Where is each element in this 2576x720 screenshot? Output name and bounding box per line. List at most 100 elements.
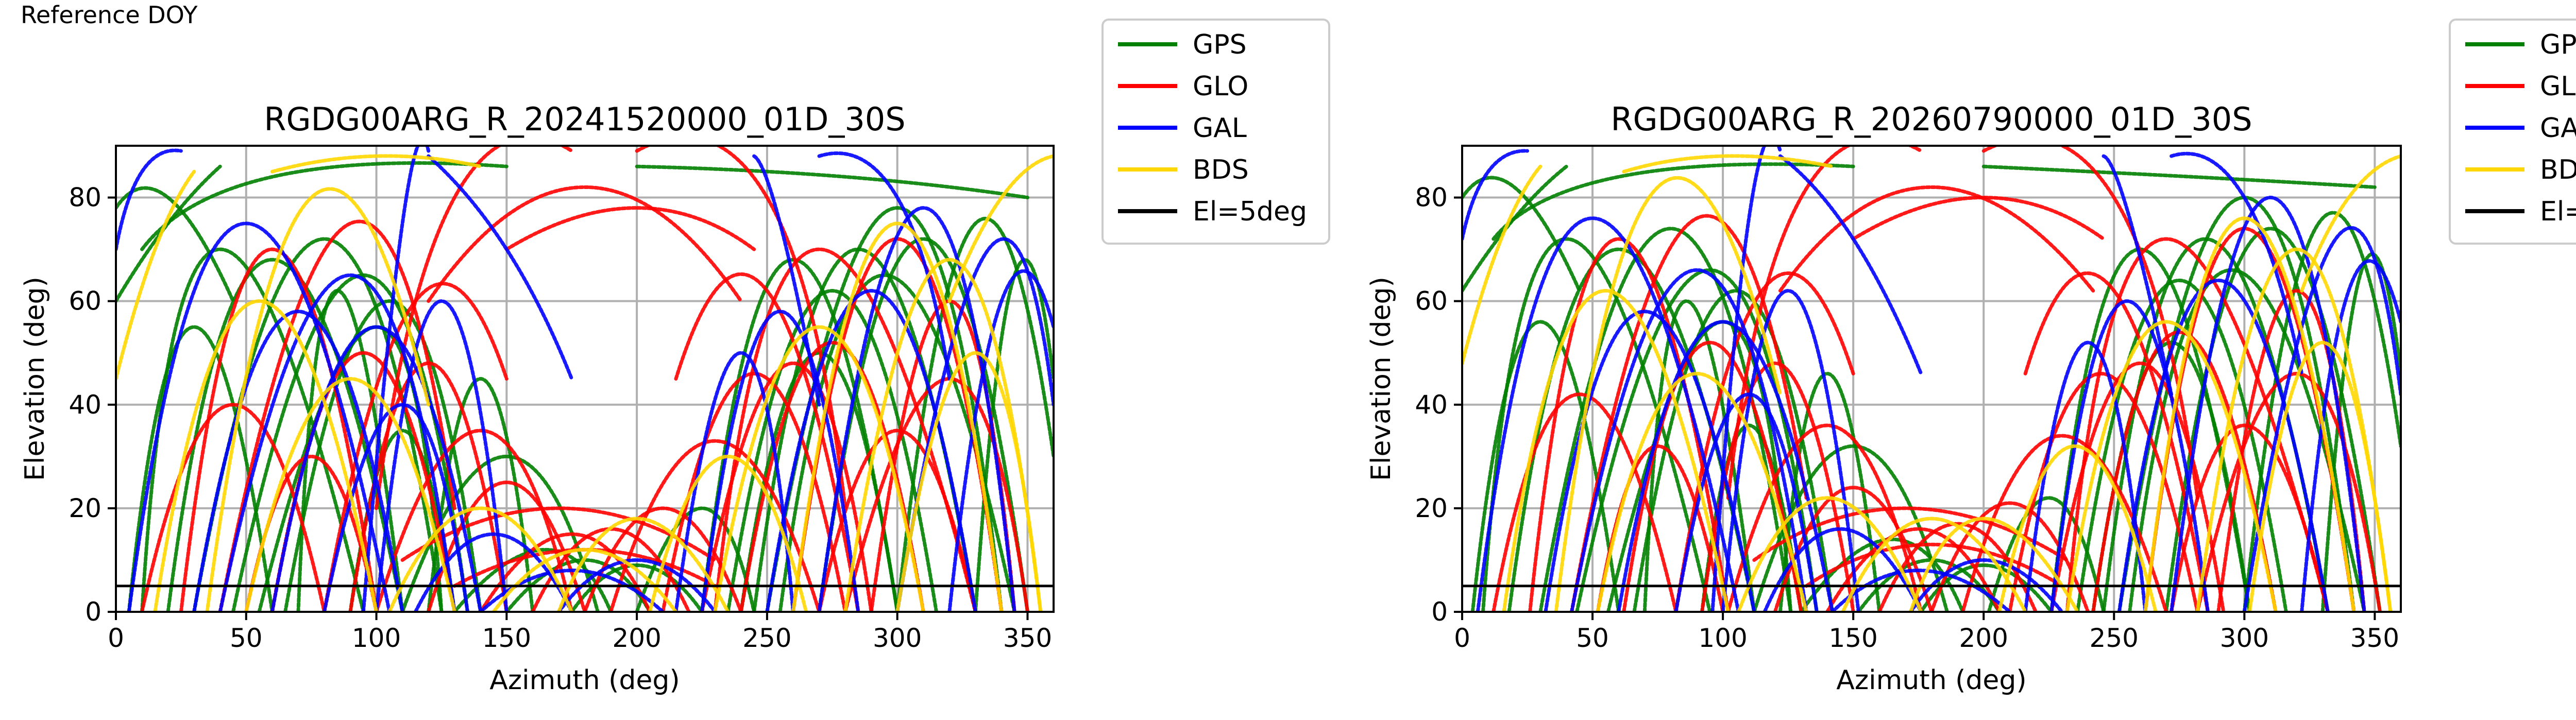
track-glo <box>427 185 743 303</box>
x-tick-label: 250 <box>742 623 791 653</box>
track-bds <box>2300 154 2401 293</box>
legend: GPS GLO GAL BDS El=5deg <box>2449 19 2576 245</box>
y-tick-label: 0 <box>1431 597 1448 627</box>
y-tick-label: 0 <box>85 597 101 627</box>
track-gal <box>2117 278 2330 612</box>
x-tick-label: 300 <box>873 623 922 653</box>
track-gal <box>2300 259 2401 612</box>
track-gal <box>2049 299 2210 612</box>
x-tick-label: 100 <box>1698 623 1747 653</box>
track-gps <box>283 299 483 612</box>
series-gps <box>116 161 1054 612</box>
track-bds <box>1554 176 1782 612</box>
track-gps <box>427 377 535 612</box>
track-gal <box>375 299 509 612</box>
track-gal <box>817 151 952 381</box>
track-glo <box>739 340 925 612</box>
x-tick-label: 0 <box>108 623 124 653</box>
y-tick-label: 80 <box>1415 183 1448 213</box>
x-tick-label: 200 <box>612 623 661 653</box>
track-bds <box>1622 154 1835 174</box>
track-glo <box>427 481 587 612</box>
track-gal <box>192 310 404 612</box>
track-gal <box>1778 154 1923 375</box>
track-gps <box>2242 211 2401 612</box>
track-gal <box>1462 149 1530 241</box>
track-glo <box>713 247 977 612</box>
track-bds <box>1841 517 2027 612</box>
chart-title: RGDG00ARG_R_20260790000_01D_30S <box>1611 100 2252 138</box>
x-tick-label: 100 <box>352 623 401 653</box>
track-glo <box>1804 542 2064 588</box>
track-gal <box>218 273 456 612</box>
track-gps <box>570 563 704 612</box>
track-bds <box>1596 371 1808 612</box>
y-axis-label: Elevation (deg) <box>20 277 50 481</box>
track-glo <box>1674 271 1855 612</box>
track-bds <box>116 169 196 381</box>
track-glo <box>179 247 379 612</box>
track-gal <box>1710 146 1782 612</box>
plot-area <box>1462 146 2401 612</box>
x-axis-label: Azimuth (deg) <box>1836 665 2026 696</box>
track-gps <box>895 216 1054 612</box>
track-gps <box>1470 320 1621 612</box>
track-gal <box>895 237 1054 612</box>
chart-title: RGDG00ARG_R_20241520000_01D_30S <box>264 100 905 138</box>
track-gal <box>1570 268 1808 612</box>
track-gps <box>127 325 274 612</box>
x-tick-label: 150 <box>482 623 531 653</box>
track-glo <box>583 506 743 612</box>
track-gps <box>116 164 222 303</box>
track-gal <box>1721 289 1860 612</box>
track-gps <box>635 164 1029 200</box>
y-tick-label: 60 <box>1415 286 1448 316</box>
legend-box <box>2449 19 2576 245</box>
track-gal <box>1476 216 1740 612</box>
x-tick-label: 350 <box>1003 623 1052 653</box>
track-gal <box>752 154 821 407</box>
track-gal <box>947 269 1054 612</box>
track-gps <box>1981 164 2377 189</box>
track-gal <box>1544 310 1756 612</box>
plot-area <box>116 146 1054 612</box>
track-gal <box>1617 320 1835 612</box>
track-gal <box>2102 154 2174 397</box>
track-gal <box>1831 569 2012 612</box>
x-tick-label: 200 <box>1959 623 2008 653</box>
track-gps <box>2075 278 2288 612</box>
track-glo <box>322 282 509 612</box>
track-bds <box>1909 517 2079 612</box>
track-glo <box>375 428 574 612</box>
track-glo <box>817 428 977 612</box>
track-bds <box>947 154 1054 303</box>
track-gps <box>700 258 900 612</box>
chart-1: 0 50 100 150 200 250 300 350 0 20 40 60 80 RGDG00ARG_… <box>20 19 1330 696</box>
legend-entry: BDS <box>1193 155 1249 185</box>
track-glo <box>2065 237 2330 612</box>
track-bds <box>270 154 483 174</box>
legend-entry: El=5deg <box>1193 196 1307 227</box>
track-bds <box>895 351 1043 612</box>
track-gal <box>361 146 431 612</box>
legend: GPS GLO GAL BDS El=5deg <box>1101 19 1330 245</box>
y-tick-label: 60 <box>69 286 101 316</box>
track-glo <box>2023 271 2210 612</box>
track-bds <box>1502 289 1730 612</box>
track-bds <box>153 299 379 612</box>
track-gps <box>166 258 404 612</box>
legend-entry: GPS <box>1193 29 1247 60</box>
track-gps <box>1481 237 1712 612</box>
track-gal <box>479 569 665 612</box>
track-gal <box>2242 226 2401 612</box>
legend-entry: BDS <box>2540 155 2576 185</box>
track-gal <box>1909 558 2064 612</box>
track-bds <box>1997 444 2158 612</box>
track-gal <box>2170 151 2304 375</box>
track-glo <box>140 403 326 612</box>
series-bds <box>1462 154 2401 612</box>
y-axis-label: Elevation (deg) <box>1366 277 1397 481</box>
x-tick-label: 250 <box>2090 623 2139 653</box>
track-gal <box>765 289 977 612</box>
y-tick-label: 40 <box>69 390 101 420</box>
